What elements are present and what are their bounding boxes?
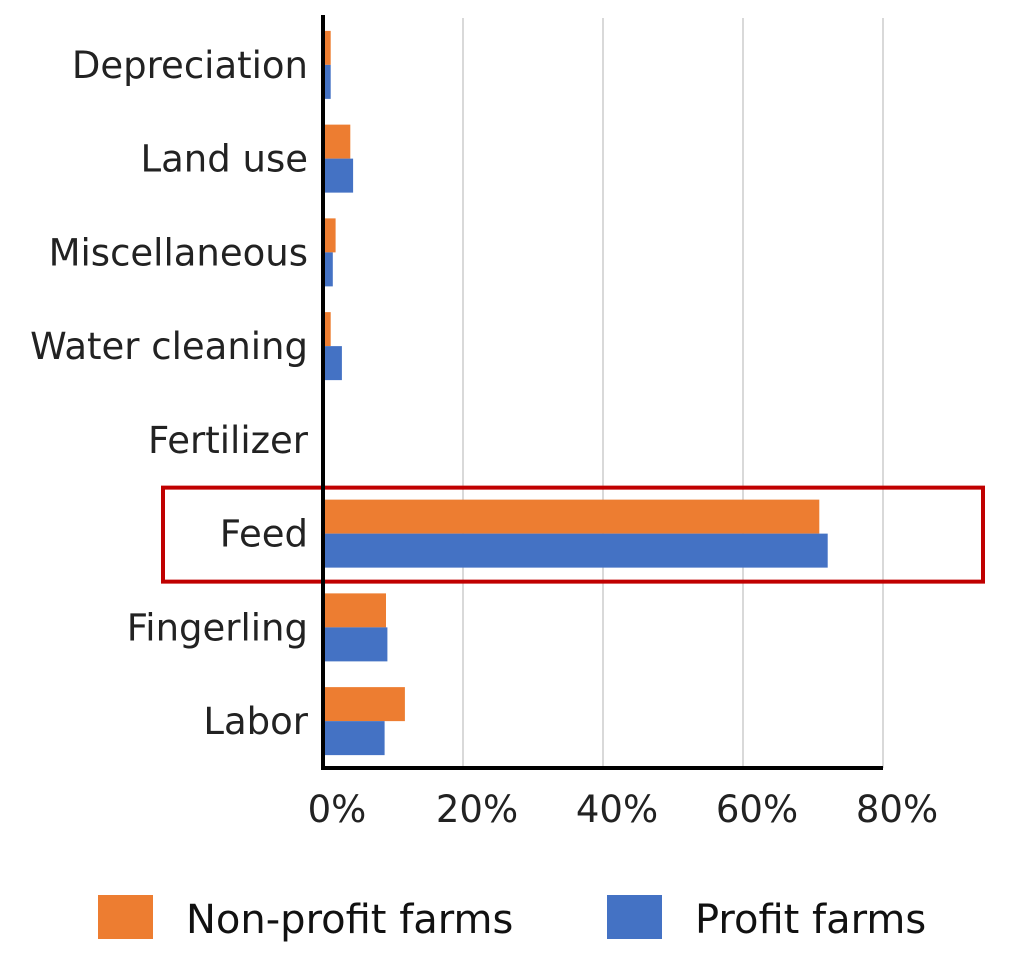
highlight-box [161, 485, 985, 584]
category-label: Fertilizer [148, 419, 309, 462]
category-label: Labor [203, 700, 308, 743]
x-tick-label: 20% [436, 788, 518, 831]
x-tick-label: 80% [856, 788, 938, 831]
bar-non-profit [323, 312, 331, 347]
bar-non-profit [323, 124, 351, 159]
x-tick-label: 60% [716, 788, 798, 831]
bar-profit [323, 158, 354, 193]
category-label: Depreciation [72, 44, 308, 87]
bar-profit [323, 533, 828, 568]
category-label: Feed [220, 513, 308, 556]
bar-non-profit [323, 593, 386, 628]
legend-swatch [98, 895, 153, 939]
bar-non-profit [323, 218, 336, 253]
bar-non-profit [323, 499, 820, 534]
x-tick-label: 40% [576, 788, 658, 831]
category-label: Water cleaning [30, 325, 308, 368]
bar-non-profit [323, 687, 405, 722]
bar-profit [323, 64, 331, 99]
bar-non-profit [323, 30, 331, 65]
bar-profit [323, 252, 333, 287]
x-tick-label: 0% [308, 788, 367, 831]
legend-label: Non-profit farms [186, 897, 513, 943]
category-label: Land use [141, 138, 308, 181]
bar-profit [323, 346, 342, 381]
legend-label: Profit farms [695, 897, 926, 943]
category-label: Miscellaneous [49, 231, 308, 274]
category-label: Fingerling [127, 606, 308, 649]
bar-profit [323, 627, 388, 662]
bar-profit [323, 721, 385, 756]
legend-swatch [607, 895, 662, 939]
